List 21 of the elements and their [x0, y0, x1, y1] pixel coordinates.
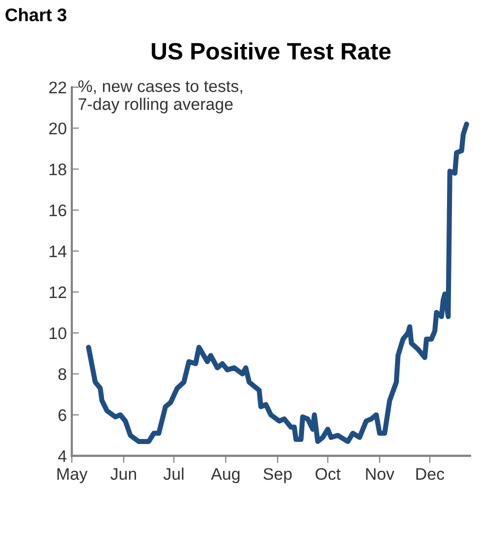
x-tick-label: Jul [163, 468, 184, 480]
chart-title: US Positive Test Rate [152, 42, 391, 60]
x-tick-label: Oct [316, 468, 341, 480]
x-tick-label: Dec [416, 468, 444, 480]
y-tick-label: 18 [50, 164, 66, 176]
y-tick-label: 12 [50, 286, 66, 298]
y-tick-label: 4 [58, 450, 66, 462]
y-tick-label: 16 [50, 204, 66, 216]
y-tick-label: 20 [49, 122, 66, 134]
caption: Chart 3 [6, 8, 66, 22]
y-axis-title: %, new cases to tests, 7-day rolling average [78, 80, 242, 114]
y-tick-label: 14 [50, 246, 66, 258]
x-tick-label: Nov [366, 468, 394, 480]
x-tick-label: Aug [210, 468, 240, 484]
y-tick-label: 10 [50, 327, 66, 340]
y-tick-label: 8 [58, 368, 66, 380]
x-tick-label: Sep [264, 468, 292, 484]
x-tick-label: May [57, 468, 88, 484]
x-tick-label: Jun [110, 468, 136, 480]
y-tick-label: 6 [58, 409, 66, 422]
y-tick-label: 22 [49, 82, 66, 94]
